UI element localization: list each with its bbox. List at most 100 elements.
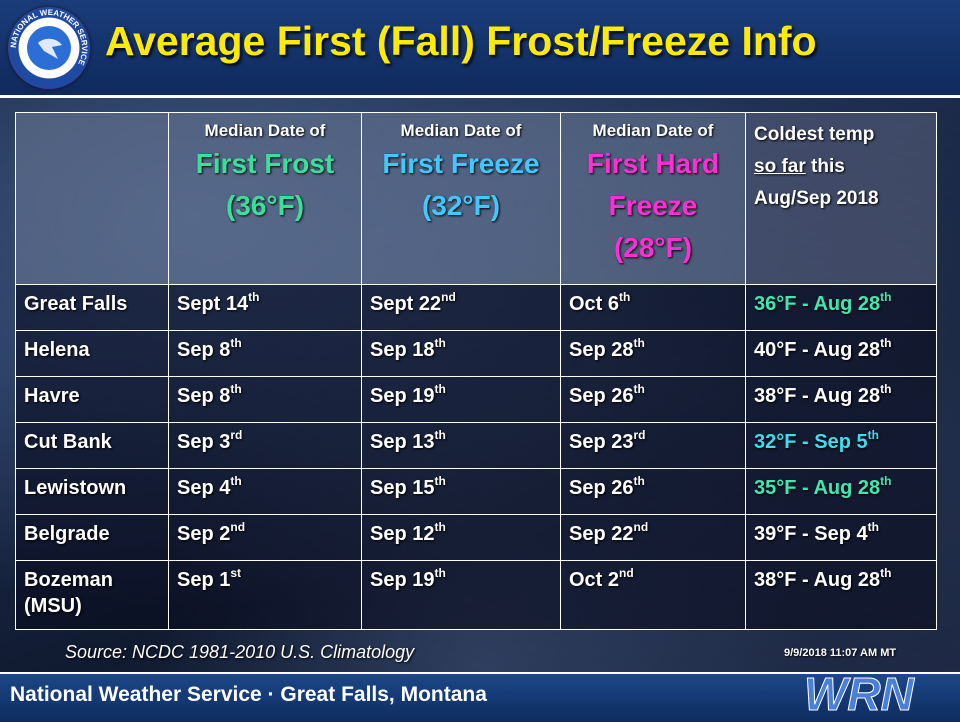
hard-freeze-date-cell: Sep 28th (560, 330, 746, 377)
coldest-temp: 36°F - Aug 28 (754, 293, 881, 315)
header-hard-freeze-title1: First Hard (586, 148, 720, 179)
header-first-frost: Median Date of First Frost (36°F) (168, 112, 362, 285)
frost-date-suffix: st (230, 566, 242, 580)
hard-freeze-date: Sep 26 (569, 385, 634, 407)
freeze-date-cell: Sep 15th (361, 468, 561, 515)
header-blank (15, 112, 169, 285)
hard-freeze-date: Oct 2 (569, 569, 620, 591)
frost-date-suffix: th (230, 474, 242, 488)
city-cell: Bozeman (MSU) (15, 560, 169, 630)
coldest-temp-suffix: th (880, 474, 892, 488)
coldest-temp-cell: 35°F - Aug 28th (745, 468, 937, 515)
city-cell: Cut Bank (15, 422, 169, 469)
header-first-freeze-title: First Freeze (382, 148, 540, 179)
table-row: Havre Sep 8th Sep 19th Sep 26th 38°F - A… (15, 376, 937, 423)
hard-freeze-date-cell: Sep 26th (560, 468, 746, 515)
frost-date: Sept 14 (177, 293, 249, 315)
coldest-temp-cell: 39°F - Sep 4th (745, 514, 937, 561)
freeze-date-suffix: th (434, 428, 446, 442)
frost-date: Sep 1 (177, 569, 231, 591)
table-row: Lewistown Sep 4th Sep 15th Sep 26th 35°F… (15, 468, 937, 515)
freeze-date: Sep 12 (370, 523, 435, 545)
freeze-date-cell: Sept 22nd (361, 284, 561, 331)
wrn-logo: WRN (804, 668, 916, 719)
source-note: Source: NCDC 1981-2010 U.S. Climatology (65, 642, 415, 662)
header-hard-freeze-title2: Freeze (608, 190, 698, 221)
coldest-temp: 32°F - Sep 5 (754, 431, 868, 453)
freeze-date-cell: Sep 19th (361, 376, 561, 423)
header-first-frost-title: First Frost (195, 148, 335, 179)
freeze-date: Sep 18 (370, 339, 435, 361)
wrn-logo-text: WRN (804, 668, 915, 718)
freeze-date-cell: Sep 19th (361, 560, 561, 630)
coldest-temp-suffix: th (880, 336, 892, 350)
coldest-temp-suffix: th (880, 382, 892, 396)
coldest-temp-cell: 40°F - Aug 28th (745, 330, 937, 377)
frost-date: Sep 8 (177, 385, 231, 407)
freeze-date: Sep 19 (370, 385, 435, 407)
frost-date-suffix: rd (230, 428, 243, 442)
coldest-temp-cell: 32°F - Sep 5th (745, 422, 937, 469)
coldest-temp: 39°F - Sep 4 (754, 523, 868, 545)
table-row: Cut Bank Sep 3rd Sep 13th Sep 23rd 32°F … (15, 422, 937, 469)
freeze-date-suffix: th (434, 336, 446, 350)
freeze-date: Sep 13 (370, 431, 435, 453)
coldest-temp: 38°F - Aug 28 (754, 569, 881, 591)
coldest-temp: 38°F - Aug 28 (754, 385, 881, 407)
frost-date-cell: Sep 8th (168, 376, 362, 423)
frost-date: Sep 8 (177, 339, 231, 361)
nws-logo-text: NATIONAL WEATHER SERVICE (9, 8, 89, 68)
freeze-date: Sep 19 (370, 569, 435, 591)
hard-freeze-date: Oct 6 (569, 293, 620, 315)
frost-date-suffix: th (230, 336, 242, 350)
frost-date-cell: Sep 1st (168, 560, 362, 630)
header-first-freeze-temp: (32°F) (421, 190, 501, 221)
frost-date-cell: Sep 4th (168, 468, 362, 515)
header-coldest-line3: Aug/Sep 2018 (754, 188, 879, 209)
frost-date: Sep 3 (177, 431, 231, 453)
footer-bar: National Weather Service · Great Falls, … (0, 668, 960, 722)
header-first-hard-freeze: Median Date of First Hard Freeze (28°F) (560, 112, 746, 285)
coldest-temp: 40°F - Aug 28 (754, 339, 881, 361)
hard-freeze-date-cell: Oct 6th (560, 284, 746, 331)
header-first-freeze-small: Median Date of (400, 121, 522, 140)
coldest-temp-cell: 38°F - Aug 28th (745, 560, 937, 630)
header-hard-freeze-small: Median Date of (592, 121, 714, 140)
hard-freeze-date-cell: Sep 23rd (560, 422, 746, 469)
header-coldest-this: this (805, 156, 845, 177)
hard-freeze-date-suffix: th (633, 336, 645, 350)
table-row: Great Falls Sept 14th Sept 22nd Oct 6th … (15, 284, 937, 331)
header-coldest-temp: Coldest temp so far this Aug/Sep 2018 (745, 112, 937, 285)
header-coldest-line1: Coldest temp (754, 124, 875, 145)
city-name: Bozeman (24, 569, 113, 591)
coldest-temp-suffix: th (867, 428, 879, 442)
freeze-date-cell: Sep 18th (361, 330, 561, 377)
freeze-date-suffix: th (434, 520, 446, 534)
hard-freeze-date: Sep 28 (569, 339, 634, 361)
city-cell: Belgrade (15, 514, 169, 561)
hard-freeze-date: Sep 22 (569, 523, 634, 545)
timestamp: 9/9/2018 11:07 AM MT (784, 647, 897, 659)
hard-freeze-date-cell: Sep 22nd (560, 514, 746, 561)
hard-freeze-date-suffix: th (633, 382, 645, 396)
coldest-temp-suffix: th (880, 290, 892, 304)
coldest-temp-cell: 38°F - Aug 28th (745, 376, 937, 423)
hard-freeze-date-cell: Oct 2nd (560, 560, 746, 630)
page-title: Average First (Fall) Frost/Freeze Info (105, 18, 817, 64)
frost-date: Sep 2 (177, 523, 231, 545)
hard-freeze-date: Sep 26 (569, 477, 634, 499)
freeze-date-suffix: th (434, 566, 446, 580)
freeze-date-suffix: th (434, 382, 446, 396)
header-first-frost-temp: (36°F) (225, 190, 305, 221)
coldest-temp: 35°F - Aug 28 (754, 477, 881, 499)
table-row: Belgrade Sep 2 nd Sep 12th Sep 22nd 39°F … (15, 514, 937, 561)
hard-freeze-date-suffix: nd (633, 520, 649, 534)
header-coldest-so-far: so far (754, 156, 806, 177)
frost-date-suffix: th (230, 382, 242, 396)
table-header-row: Median Date of First Frost (36°F) Median… (15, 112, 937, 285)
table-row: Bozeman (MSU) Sep 1st Sep 19th Oct 2nd 38… (15, 560, 937, 630)
hard-freeze-date-suffix: th (619, 290, 631, 304)
hard-freeze-date: Sep 23 (569, 431, 634, 453)
frost-date-suffix: th (248, 290, 260, 304)
frost-freeze-table: Median Date of First Frost (36°F) Median… (15, 112, 937, 630)
